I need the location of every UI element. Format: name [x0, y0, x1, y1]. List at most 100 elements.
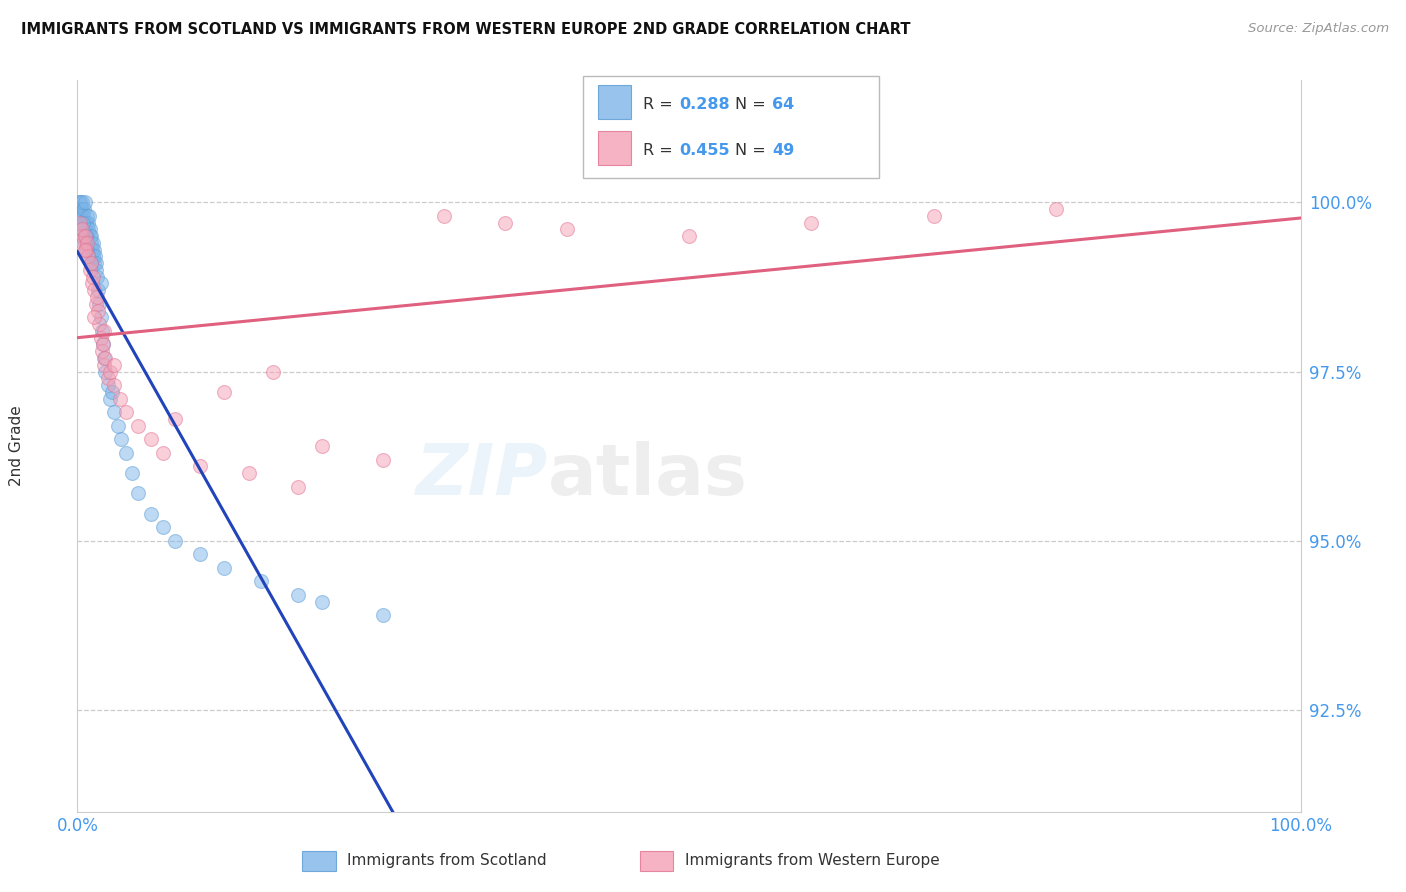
Point	[555, 222, 578, 236]
Point	[80, 256, 103, 270]
Point	[121, 466, 143, 480]
Point	[83, 243, 105, 257]
Text: R =: R =	[643, 143, 678, 158]
Point	[69, 195, 91, 210]
Point	[80, 256, 103, 270]
Point	[70, 209, 93, 223]
Point	[212, 561, 235, 575]
Text: N =: N =	[735, 96, 772, 112]
Point	[82, 269, 104, 284]
Point	[115, 446, 138, 460]
Point	[84, 263, 107, 277]
Point	[238, 466, 260, 480]
Point	[108, 392, 131, 406]
Point	[84, 256, 107, 270]
Point	[90, 344, 112, 359]
Point	[165, 533, 187, 548]
Point	[72, 235, 94, 250]
Point	[76, 235, 98, 250]
Point	[77, 215, 100, 229]
Text: 49: 49	[772, 143, 794, 158]
Point	[97, 378, 120, 392]
Point	[87, 283, 110, 297]
Point	[152, 520, 174, 534]
Point	[371, 452, 394, 467]
Point	[188, 547, 211, 561]
Text: ZIP: ZIP	[416, 441, 548, 509]
Point	[73, 235, 96, 250]
Point	[69, 202, 91, 216]
Point	[70, 229, 93, 244]
Point	[67, 195, 90, 210]
Text: Immigrants from Scotland: Immigrants from Scotland	[347, 854, 547, 868]
Point	[103, 378, 125, 392]
Point	[311, 595, 333, 609]
Point	[93, 324, 115, 338]
Point	[73, 229, 96, 244]
Point	[107, 418, 129, 433]
Point	[91, 337, 114, 351]
Point	[72, 215, 94, 229]
Text: Immigrants from Western Europe: Immigrants from Western Europe	[685, 854, 939, 868]
Point	[678, 229, 700, 244]
Point	[127, 418, 149, 433]
Point	[311, 439, 333, 453]
Point	[250, 574, 273, 589]
Point	[80, 229, 103, 244]
Point	[103, 405, 125, 419]
Point	[77, 249, 100, 263]
Text: R =: R =	[643, 96, 678, 112]
Point	[79, 229, 101, 244]
Point	[76, 222, 98, 236]
Point	[72, 209, 94, 223]
Point	[89, 297, 111, 311]
Point	[100, 384, 122, 399]
Point	[90, 277, 112, 291]
Point	[82, 249, 104, 263]
Point	[84, 297, 107, 311]
Point	[110, 432, 132, 446]
Text: IMMIGRANTS FROM SCOTLAND VS IMMIGRANTS FROM WESTERN EUROPE 2ND GRADE CORRELATION: IMMIGRANTS FROM SCOTLAND VS IMMIGRANTS F…	[21, 22, 911, 37]
Point	[79, 263, 101, 277]
Point	[69, 215, 91, 229]
Point	[152, 446, 174, 460]
Point	[287, 480, 309, 494]
Point	[80, 243, 103, 257]
Point	[89, 317, 111, 331]
Point	[495, 215, 517, 229]
Point	[86, 290, 108, 304]
Point	[94, 364, 117, 378]
Point	[87, 303, 110, 318]
Point	[75, 222, 97, 236]
Point	[90, 331, 112, 345]
Point	[139, 432, 162, 446]
Point	[90, 310, 112, 325]
Point	[73, 202, 96, 216]
Text: 0.288: 0.288	[679, 96, 730, 112]
Point	[127, 486, 149, 500]
Text: 64: 64	[772, 96, 794, 112]
Point	[77, 249, 100, 263]
Text: 0.455: 0.455	[679, 143, 730, 158]
Point	[212, 384, 235, 399]
Point	[79, 222, 101, 236]
Point	[800, 215, 823, 229]
Point	[86, 269, 108, 284]
Point	[287, 588, 309, 602]
Point	[77, 209, 100, 223]
Text: N =: N =	[735, 143, 772, 158]
Point	[103, 358, 125, 372]
Text: 2nd Grade: 2nd Grade	[10, 406, 24, 486]
Point	[97, 371, 120, 385]
Point	[73, 243, 96, 257]
Point	[1045, 202, 1067, 216]
Point	[91, 337, 114, 351]
Point	[75, 243, 97, 257]
Point	[83, 256, 105, 270]
Point	[70, 222, 93, 236]
Point	[80, 235, 103, 250]
Point	[433, 209, 456, 223]
Point	[165, 412, 187, 426]
Point	[83, 283, 105, 297]
Text: Source: ZipAtlas.com: Source: ZipAtlas.com	[1249, 22, 1389, 36]
